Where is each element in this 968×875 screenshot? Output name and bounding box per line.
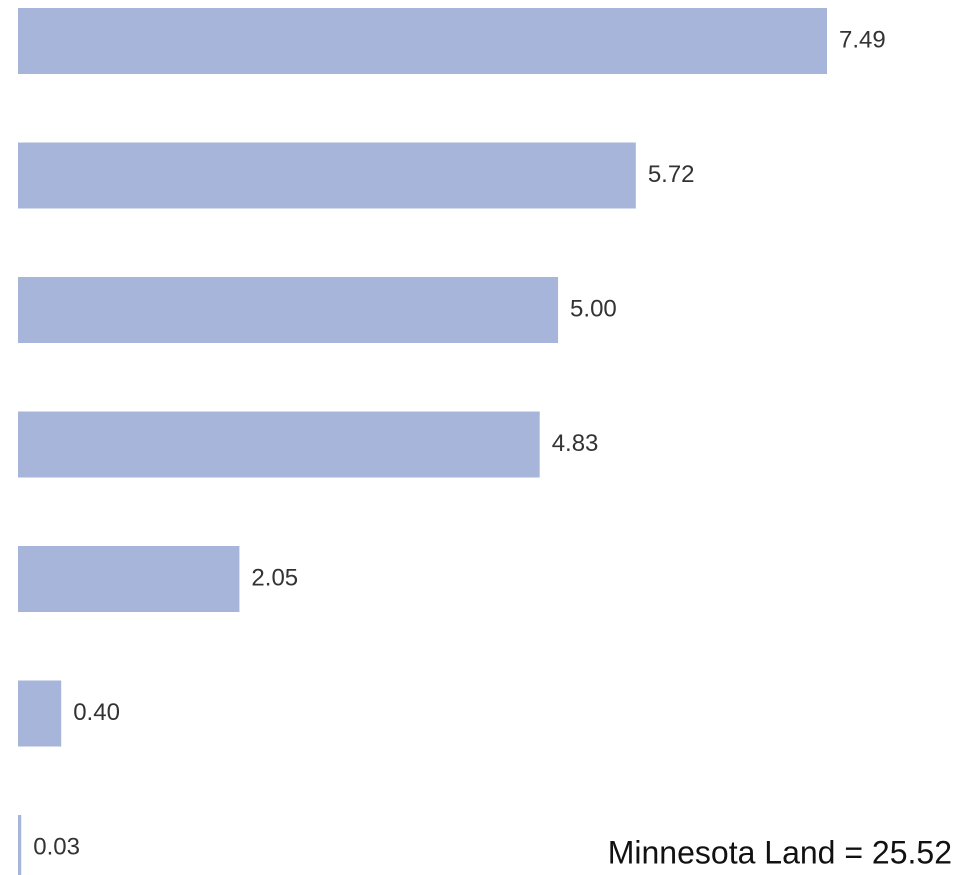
bar [18,277,559,343]
value-label: 2.05 [251,564,298,591]
value-label: 5.00 [570,295,617,322]
bar [18,680,62,747]
bar [18,546,240,612]
bar [18,411,540,478]
annotation: Minnesota Land = 25.52 [608,834,952,870]
value-label: 0.40 [73,699,120,726]
value-label: 5.72 [648,161,695,188]
bar [18,815,22,875]
value-label: 7.49 [839,26,886,53]
bar [18,142,636,209]
bar [18,8,827,74]
value-label: 4.83 [552,430,599,457]
value-label: 0.03 [33,833,80,860]
